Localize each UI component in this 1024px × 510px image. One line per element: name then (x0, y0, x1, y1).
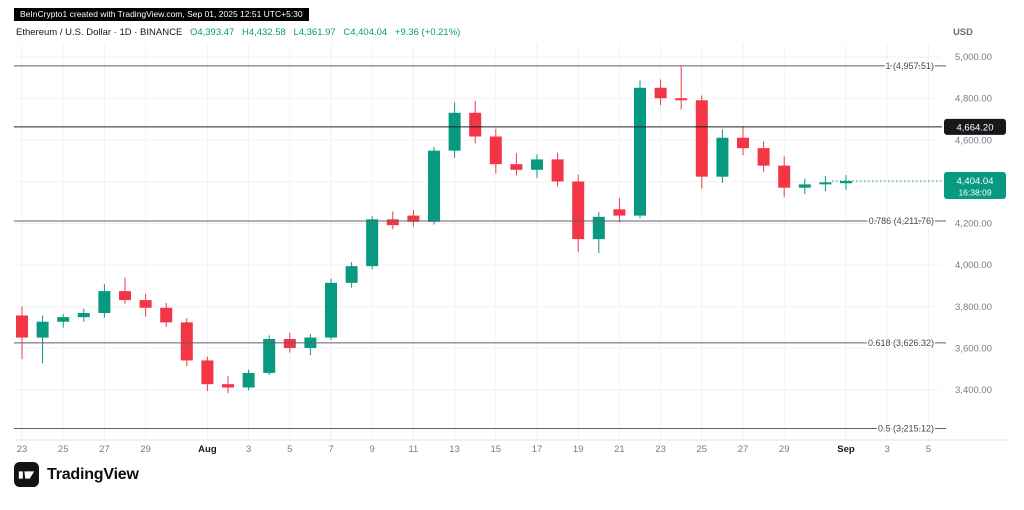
candle-body (613, 209, 626, 216)
candle-body (798, 184, 811, 188)
candle-body (592, 216, 605, 240)
price-line-badge (944, 118, 1006, 135)
time-axis-label[interactable]: 9 (370, 444, 375, 455)
fib-level-label: 1 (4,957.51) (885, 61, 934, 71)
time-axis-label[interactable]: Sep (837, 444, 855, 455)
time-axis-label[interactable]: 7 (328, 444, 333, 455)
time-axis-label[interactable]: 3 (246, 444, 251, 455)
candle-body (325, 282, 337, 338)
time-axis-label[interactable]: 29 (779, 444, 790, 455)
candle-body (489, 136, 502, 165)
legend-close: C4,404.04 (343, 27, 388, 38)
legend-low: L4,361.97 (293, 27, 336, 38)
last-price-countdown: 16:38:09 (958, 188, 991, 198)
candle-body (840, 181, 852, 184)
price-axis-currency-label[interactable]: USD (952, 27, 973, 38)
candle-body (469, 112, 482, 137)
time-axis-label[interactable]: 25 (697, 444, 708, 455)
candle-body (77, 312, 90, 318)
candle-body (366, 219, 379, 267)
candle-body (98, 291, 111, 313)
time-axis-label[interactable]: 21 (614, 444, 625, 455)
candle-body (716, 137, 729, 177)
candle-body (119, 291, 131, 301)
time-axis-label[interactable]: 19 (573, 444, 584, 455)
price-axis-label[interactable]: 3,600.00 (955, 343, 992, 354)
time-axis-label[interactable]: 29 (140, 444, 151, 455)
candle-body (634, 87, 646, 216)
time-axis-label[interactable]: 5 (926, 444, 931, 455)
candle-body (160, 307, 173, 323)
candle-body (345, 266, 358, 283)
candle-body (407, 215, 420, 222)
watermark-text: BeInCrypto1 created with TradingView.com… (20, 9, 303, 19)
candle-body (448, 112, 461, 151)
candle-body (654, 87, 667, 99)
price-axis-label[interactable]: 3,800.00 (955, 302, 992, 313)
candle-body (36, 321, 49, 338)
candle-body (16, 315, 28, 338)
tradingview-logo-icon (14, 462, 39, 487)
fib-level-label: 0.5 (3,215.12) (878, 423, 934, 433)
time-axis-label[interactable]: 23 (655, 444, 666, 455)
fib-level-label: 0.618 (3,626.32) (868, 338, 934, 348)
candle-body (510, 164, 523, 170)
candle-body (695, 100, 708, 177)
candle-body (675, 98, 688, 101)
time-axis-label[interactable]: Aug (198, 444, 217, 455)
price-axis-label[interactable]: 4,600.00 (955, 135, 992, 146)
candle-body (551, 159, 564, 182)
candle-body (222, 384, 234, 388)
price-axis-label[interactable]: 4,200.00 (955, 219, 992, 230)
time-axis-label[interactable]: 15 (491, 444, 502, 455)
candle-body (572, 181, 585, 240)
time-axis-label[interactable]: 11 (408, 444, 418, 455)
price-axis-label[interactable]: 5,000.00 (955, 52, 992, 63)
watermark-bar: BeInCrypto1 created with TradingView.com… (14, 8, 309, 21)
candle-body (737, 137, 749, 149)
symbol-legend[interactable]: Ethereum / U.S. Dollar · 1D · BINANCE O4… (16, 27, 460, 38)
tradingview-brand[interactable]: TradingView (14, 462, 139, 487)
time-axis-label[interactable]: 3 (885, 444, 890, 455)
price-axis-label[interactable]: 4,000.00 (955, 260, 992, 271)
last-price-badge-value: 4,404.04 (957, 176, 994, 187)
candle-body (778, 165, 791, 188)
candle-body (531, 159, 543, 170)
candle-body (57, 317, 70, 322)
legend-change: +9.36 (+0.21%) (394, 27, 461, 38)
candle-body (201, 360, 214, 385)
time-axis-label[interactable]: 5 (287, 444, 292, 455)
candle-body (139, 300, 152, 308)
candle-body (242, 372, 255, 388)
candle-body (283, 339, 296, 348)
candle-body (757, 148, 770, 166)
candle-body (180, 322, 193, 361)
price-line-badge-value: 4,664.20 (957, 122, 994, 133)
time-axis-label[interactable]: 27 (738, 444, 749, 455)
candle-body (386, 219, 399, 226)
time-axis-label[interactable]: 23 (17, 444, 28, 455)
time-axis-label[interactable]: 27 (99, 444, 110, 455)
last-price-badge (944, 172, 1006, 200)
price-axis-label[interactable]: 3,400.00 (955, 385, 992, 396)
tradingview-wordmark: TradingView (47, 465, 139, 483)
legend-high: H4,432.58 (241, 27, 286, 38)
time-axis-label[interactable]: 17 (532, 444, 543, 455)
candle-body (428, 150, 440, 222)
price-axis-label[interactable]: 4,800.00 (955, 94, 992, 105)
fib-level-label: 0.786 (4,211.76) (869, 216, 934, 226)
time-axis-label[interactable]: 13 (449, 444, 460, 455)
candle-body (819, 182, 832, 185)
symbol-title: Ethereum / U.S. Dollar · 1D · BINANCE (16, 27, 183, 38)
candle-body (263, 339, 276, 373)
time-axis-label[interactable]: 25 (58, 444, 69, 455)
legend-open: O4,393.47 (189, 27, 235, 38)
